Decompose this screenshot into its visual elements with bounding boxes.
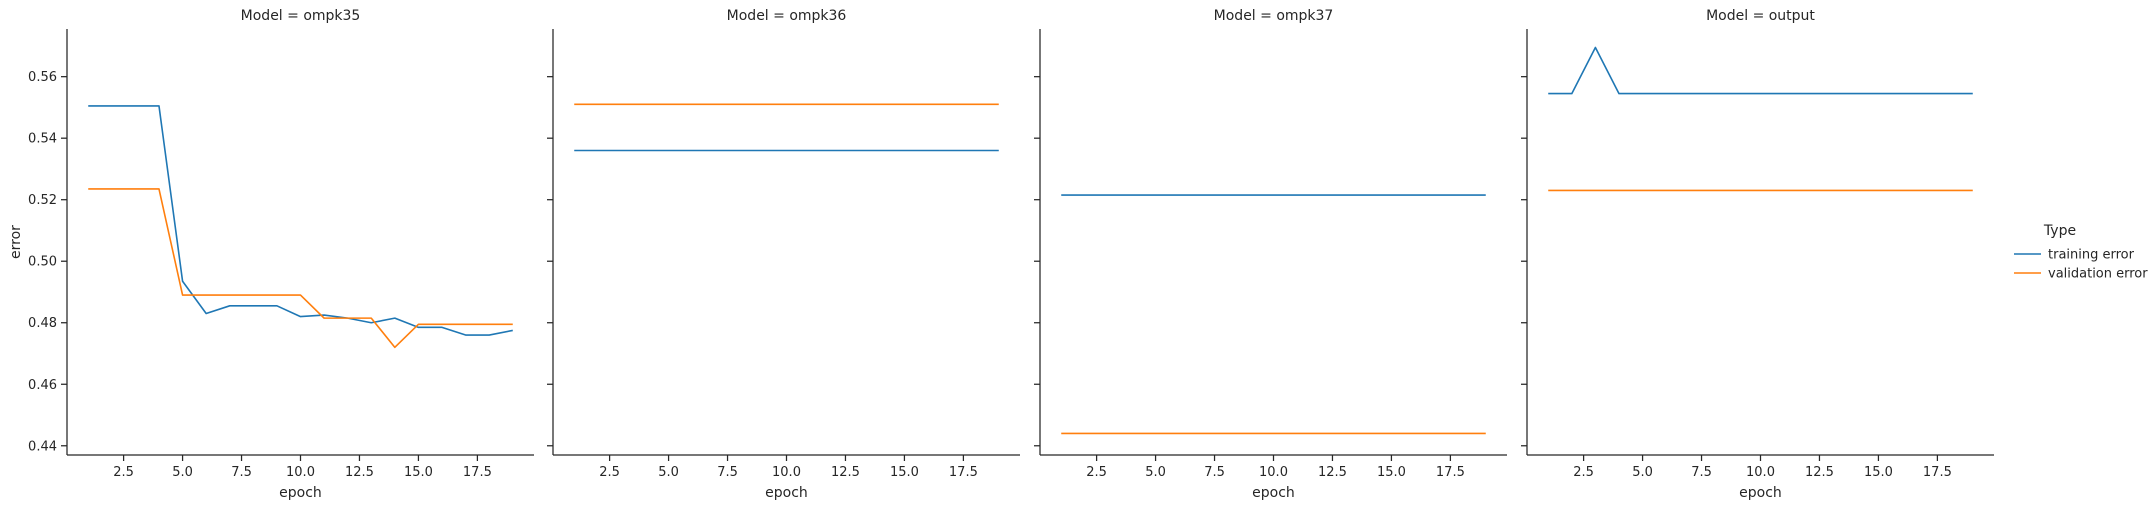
x-tick-label: 10.0 <box>772 465 801 480</box>
series-line-training-error <box>88 105 513 336</box>
x-tick-label: 7.5 <box>717 465 738 480</box>
panel-title: Model = ompk36 <box>727 8 847 24</box>
x-tick-label: 15.0 <box>1377 465 1406 480</box>
y-axis-label: error <box>8 225 24 259</box>
x-tick-label: 15.0 <box>404 465 433 480</box>
x-tick-label: 10.0 <box>286 465 315 480</box>
x-tick-label: 17.5 <box>949 465 978 480</box>
legend-label: validation error <box>2048 267 2148 282</box>
x-tick-label: 17.5 <box>1923 465 1952 480</box>
x-tick-label: 7.5 <box>231 465 252 480</box>
x-tick-label: 10.0 <box>1746 465 1775 480</box>
series-line-training-error <box>1548 46 1973 95</box>
x-tick-label: 10.0 <box>1259 465 1288 480</box>
x-tick-label: 5.0 <box>172 465 193 480</box>
y-tick-label: 0.46 <box>28 378 57 393</box>
y-tick-label: 0.54 <box>28 132 57 147</box>
x-tick-label: 15.0 <box>1864 465 1893 480</box>
x-tick-label: 5.0 <box>658 465 679 480</box>
x-axis-label: epoch <box>1252 485 1295 501</box>
panel-title: Model = output <box>1706 8 1815 24</box>
y-tick-label: 0.56 <box>28 70 57 85</box>
x-tick-label: 17.5 <box>1436 465 1465 480</box>
x-tick-label: 17.5 <box>463 465 492 480</box>
panel-title: Model = ompk35 <box>241 8 361 24</box>
x-tick-label: 2.5 <box>113 465 134 480</box>
x-tick-label: 12.5 <box>1318 465 1347 480</box>
legend-title: Type <box>2043 223 2076 239</box>
x-axis-label: epoch <box>279 485 322 501</box>
x-tick-label: 5.0 <box>1145 465 1166 480</box>
series-line-validation-error <box>88 188 513 349</box>
x-tick-label: 12.5 <box>1805 465 1834 480</box>
x-tick-label: 7.5 <box>1204 465 1225 480</box>
x-tick-label: 12.5 <box>831 465 860 480</box>
y-tick-label: 0.50 <box>28 255 57 270</box>
x-axis-label: epoch <box>765 485 808 501</box>
x-tick-label: 5.0 <box>1632 465 1653 480</box>
x-tick-label: 7.5 <box>1691 465 1712 480</box>
x-tick-label: 2.5 <box>599 465 620 480</box>
x-tick-label: 15.0 <box>890 465 919 480</box>
x-tick-label: 12.5 <box>345 465 374 480</box>
y-tick-label: 0.52 <box>28 193 57 208</box>
x-tick-label: 2.5 <box>1573 465 1594 480</box>
y-tick-label: 0.48 <box>28 316 57 331</box>
panel-title: Model = ompk37 <box>1214 8 1334 24</box>
x-axis-label: epoch <box>1739 485 1782 501</box>
x-tick-label: 2.5 <box>1086 465 1107 480</box>
y-tick-label: 0.44 <box>28 439 57 454</box>
legend-label: training error <box>2048 248 2135 263</box>
